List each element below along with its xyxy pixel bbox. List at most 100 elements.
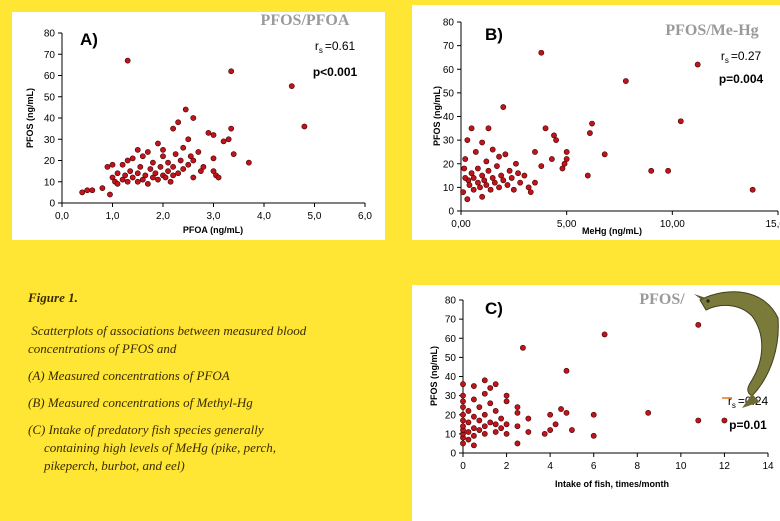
caption-line: (A) Measured concentrations of PFOA [28, 368, 230, 383]
x-tick-label: 14 [762, 461, 774, 472]
y-tick-label: 30 [44, 135, 56, 146]
caption-line: Scatterplots of associations between mea… [28, 323, 307, 338]
point [489, 175, 496, 181]
point [547, 411, 554, 418]
y-tick-label: 20 [445, 410, 457, 421]
point [215, 174, 222, 181]
point [175, 119, 182, 126]
point [228, 125, 235, 132]
point [465, 419, 472, 426]
point [563, 156, 570, 162]
point [127, 168, 134, 175]
point [561, 160, 568, 167]
point [492, 408, 499, 414]
point [114, 170, 121, 177]
y-tick-label: 80 [44, 29, 56, 40]
y-tick-label: 10 [44, 177, 56, 188]
point [472, 149, 479, 155]
point [483, 158, 490, 165]
point [187, 153, 194, 160]
point [569, 427, 575, 433]
point [114, 180, 121, 187]
point [485, 125, 492, 132]
point [504, 182, 511, 188]
point [525, 415, 532, 422]
r-symbol: r [315, 39, 319, 53]
x-tick-label: 0,0 [55, 211, 69, 222]
point [124, 157, 131, 164]
point [498, 425, 505, 432]
point [508, 175, 515, 181]
x-tick-label: 6 [591, 461, 597, 472]
point [464, 196, 471, 203]
point [149, 174, 156, 181]
point [538, 49, 545, 56]
caption-line: pikeperch, burbot, and eel) [43, 458, 185, 473]
point [563, 367, 570, 374]
r-subscript: s [732, 401, 736, 410]
x-tick-label: 4,0 [257, 211, 271, 222]
point [139, 153, 146, 160]
chart: 0 10 20 30 40 50 60 70 80 0,0 1,0 2,0 3,0 4,0 5,0 6,0 PF… [25, 12, 372, 235]
point [559, 165, 566, 172]
x-axis-label: Intake of fish, times/month [555, 479, 669, 489]
x-tick-label: 4 [547, 461, 553, 472]
point [210, 132, 217, 138]
point [502, 151, 509, 158]
point [470, 413, 477, 420]
point [160, 153, 166, 160]
y-tick-label: 10 [445, 429, 457, 440]
y-tick-label: 10 [443, 183, 455, 194]
point [477, 184, 483, 191]
correlation: rs =0.61 [315, 39, 356, 55]
point [525, 429, 532, 435]
point [460, 440, 466, 447]
point [470, 186, 477, 193]
point [481, 411, 488, 418]
point [589, 120, 595, 127]
point [177, 157, 184, 164]
x-tick-label: 8 [635, 461, 641, 472]
point [503, 398, 510, 405]
point [462, 175, 469, 181]
point [590, 432, 597, 439]
point [185, 161, 192, 168]
y-tick-label: 60 [445, 334, 457, 345]
point [228, 68, 235, 75]
x-tick-label: 15,00 [765, 219, 780, 230]
caption-line: concentrations of PFOS and [28, 341, 177, 356]
point [481, 423, 488, 430]
x-axis-label: PFOA (ng/mL) [183, 225, 243, 235]
point [137, 163, 144, 170]
point [99, 185, 106, 192]
x-axis-label: MeHg (ng/mL) [582, 226, 642, 236]
point [470, 442, 477, 449]
x-tick-label: 5,00 [557, 219, 577, 230]
point [175, 170, 182, 177]
x-tick-label: 10 [675, 461, 687, 472]
point [129, 155, 136, 162]
point [695, 417, 702, 424]
point [79, 189, 86, 196]
point [496, 153, 502, 160]
point [648, 167, 655, 174]
point [185, 136, 192, 143]
point [230, 151, 237, 158]
point [119, 161, 126, 168]
y-tick-label: 0 [448, 207, 454, 218]
point [542, 125, 549, 132]
point [129, 174, 136, 181]
point [476, 404, 483, 410]
x-tick-label: 10,00 [660, 219, 685, 230]
p-value: p=0.01 [729, 418, 767, 432]
y-tick-label: 50 [44, 92, 56, 103]
point [749, 186, 756, 193]
point [496, 184, 502, 191]
point [548, 156, 555, 162]
point [479, 139, 486, 146]
r-value: =0.27 [731, 49, 762, 63]
point [498, 172, 505, 179]
point [527, 189, 534, 195]
